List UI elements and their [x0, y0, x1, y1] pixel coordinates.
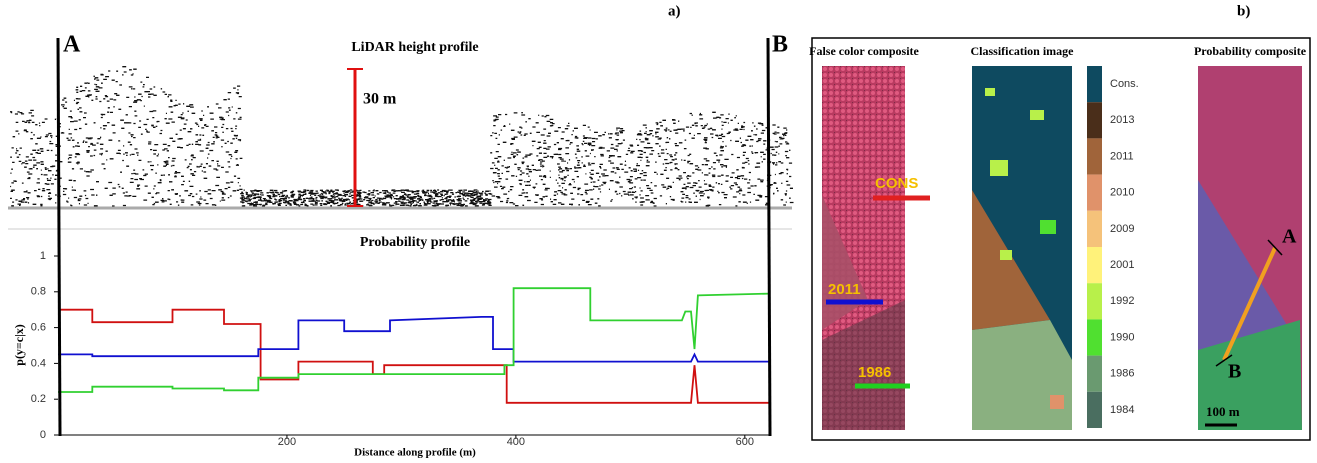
image-title: Classification image [971, 44, 1075, 58]
image-title: Probability composite [1194, 44, 1307, 58]
line-series [58, 316, 770, 363]
false-color-image [822, 66, 905, 430]
colorbar-label: 2011 [1110, 150, 1134, 162]
probability-chart: 0 0.2 0.4 0.6 0.8 1 200 400 600 [31, 250, 771, 448]
colorbar-label: 2013 [1110, 114, 1134, 126]
map-scale: 100 m [1206, 404, 1240, 419]
line-series [58, 287, 771, 393]
y-tick-label: 0.6 [31, 322, 46, 334]
panel-label: a) [668, 3, 681, 19]
chart-title: Probability profile [360, 235, 470, 250]
colorbar-swatch [1087, 138, 1102, 175]
lidar-title: LiDAR height profile [351, 40, 478, 55]
panel-label: b) [1237, 3, 1250, 19]
colorbar-swatch [1087, 247, 1102, 284]
y-tick-label: 0.2 [31, 393, 46, 405]
profile-line-a [56, 37, 62, 437]
colorbar-swatch [1087, 66, 1102, 103]
x-tick-label: 600 [736, 436, 754, 448]
colorbar: Cons. 2013 2011 2010 2009 2001 1992 1990 1986 198… [1087, 66, 1139, 428]
colorbar-swatch [1087, 174, 1102, 211]
profile-line-b [766, 37, 772, 437]
colorbar-label: 1992 [1110, 295, 1134, 307]
x-axis-label: Distance along profile (m) [354, 447, 476, 459]
colorbar-label: 2001 [1110, 259, 1134, 271]
profile-start: A [63, 32, 81, 58]
colorbar-label: 1984 [1110, 404, 1134, 416]
colorbar-label: 1986 [1110, 368, 1134, 380]
y-tick-label: 0.8 [31, 286, 46, 298]
map-label: 1986 [858, 364, 891, 381]
colorbar-label: 2009 [1110, 223, 1134, 235]
line-series [58, 308, 770, 404]
colorbar-swatch [1087, 283, 1102, 320]
colorbar-swatch [1087, 391, 1102, 428]
colorbar-label: 1990 [1110, 331, 1134, 343]
composite-start: A [1282, 226, 1297, 248]
colorbar-swatch [1087, 102, 1102, 139]
composite-end: B [1228, 361, 1241, 383]
colorbar-swatch [1087, 355, 1102, 392]
map-label: CONS [875, 175, 918, 192]
colorbar-label: Cons. [1110, 78, 1139, 90]
lidar-points [10, 66, 794, 207]
y-tick-label: 0.4 [31, 357, 46, 369]
image-title: False color composite [809, 44, 919, 58]
map-label: 2011 [828, 281, 861, 298]
scale-label: 30 m [363, 91, 397, 108]
y-axis-label: p(y=c|x) [12, 324, 26, 365]
lidar-profile [10, 66, 794, 207]
colorbar-label: 2010 [1110, 187, 1134, 199]
colorbar-swatch [1087, 319, 1102, 356]
probability-image [1198, 66, 1302, 430]
y-tick-label: 0 [40, 429, 46, 441]
y-tick-label: 1 [40, 250, 46, 262]
x-tick-label: 400 [507, 436, 525, 448]
profile-end: B [772, 32, 788, 58]
panel-frame [811, 37, 1311, 441]
classification-image [972, 66, 1072, 430]
x-tick-label: 200 [278, 436, 296, 448]
colorbar-swatch [1087, 210, 1102, 247]
